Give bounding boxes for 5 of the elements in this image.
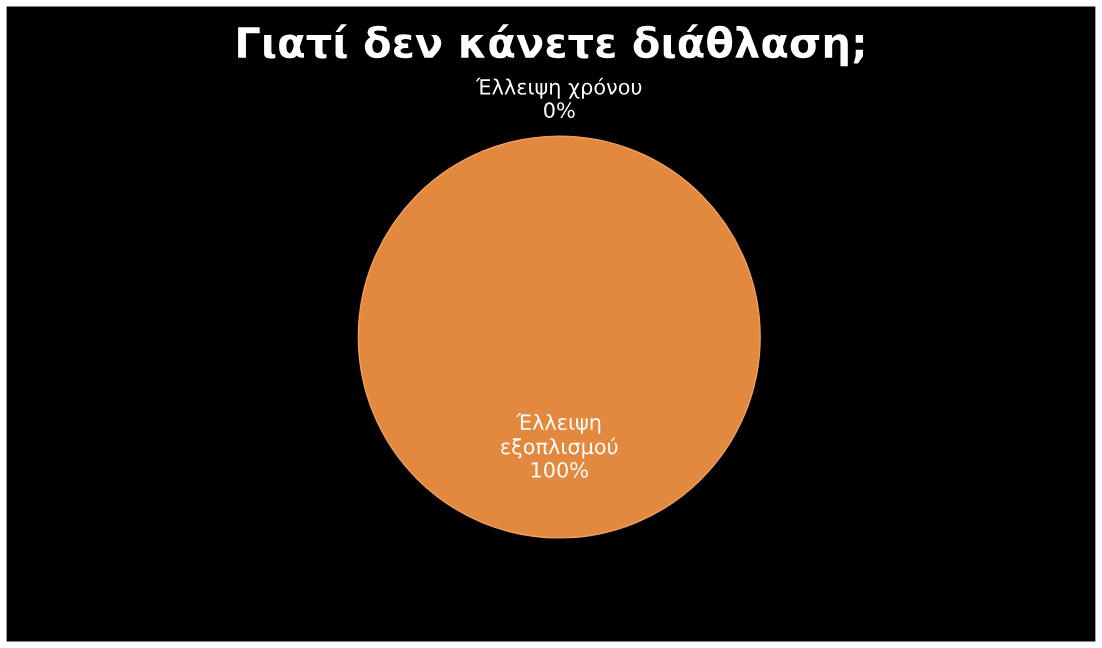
chart-title: Γιατί δεν κάνετε διάθλαση; (238, 24, 864, 67)
data-label: 100% (531, 462, 588, 478)
category-label: Έλλειψη χρόνου (475, 77, 642, 99)
text: 0% (544, 102, 575, 119)
slice-label: Έλλειψη εξοπλισμού (501, 413, 618, 459)
